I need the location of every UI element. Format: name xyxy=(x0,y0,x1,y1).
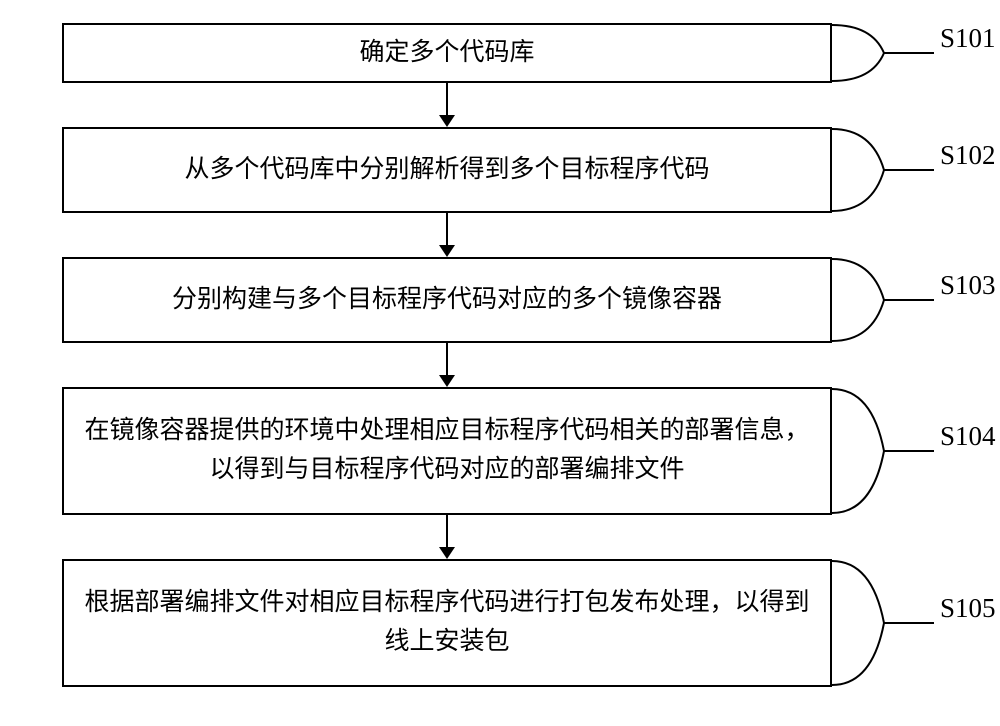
flow-step-label-s105: S105 xyxy=(940,593,996,624)
flow-step-text: 从多个代码库中分别解析得到多个目标程序代码 xyxy=(184,151,709,190)
flow-step-text: 确定多个代码库 xyxy=(359,34,534,73)
flow-step-text: 分别构建与多个目标程序代码对应的多个镜像容器 xyxy=(172,281,722,320)
flow-arrow xyxy=(437,343,457,387)
flow-step-label-s102: S102 xyxy=(940,140,996,171)
flow-step-s105: 根据部署编排文件对相应目标程序代码进行打包发布处理，以得到线上安装包 xyxy=(62,559,832,687)
callout-connector xyxy=(832,123,938,217)
flow-arrow xyxy=(437,213,457,257)
flow-step-s101: 确定多个代码库 xyxy=(62,23,832,83)
callout-connector xyxy=(832,383,938,519)
flow-step-label-s104: S104 xyxy=(940,421,996,452)
callout-connector xyxy=(832,555,938,691)
flow-step-label-s103: S103 xyxy=(940,270,996,301)
flow-step-label-s101: S101 xyxy=(940,23,996,54)
flow-step-s102: 从多个代码库中分别解析得到多个目标程序代码 xyxy=(62,127,832,213)
callout-connector xyxy=(832,253,938,347)
flow-arrow xyxy=(437,515,457,559)
flowchart-canvas: 确定多个代码库 S101 从多个代码库中分别解析得到多个目标程序代码 S102 分别构建… xyxy=(0,0,1000,726)
flow-step-text: 根据部署编排文件对相应目标程序代码进行打包发布处理，以得到线上安装包 xyxy=(84,584,810,662)
flow-arrow xyxy=(437,83,457,127)
flow-step-s104: 在镜像容器提供的环境中处理相应目标程序代码相关的部署信息，以得到与目标程序代码对… xyxy=(62,387,832,515)
flow-step-s103: 分别构建与多个目标程序代码对应的多个镜像容器 xyxy=(62,257,832,343)
callout-connector xyxy=(832,19,938,87)
flow-step-text: 在镜像容器提供的环境中处理相应目标程序代码相关的部署信息，以得到与目标程序代码对… xyxy=(84,412,810,490)
